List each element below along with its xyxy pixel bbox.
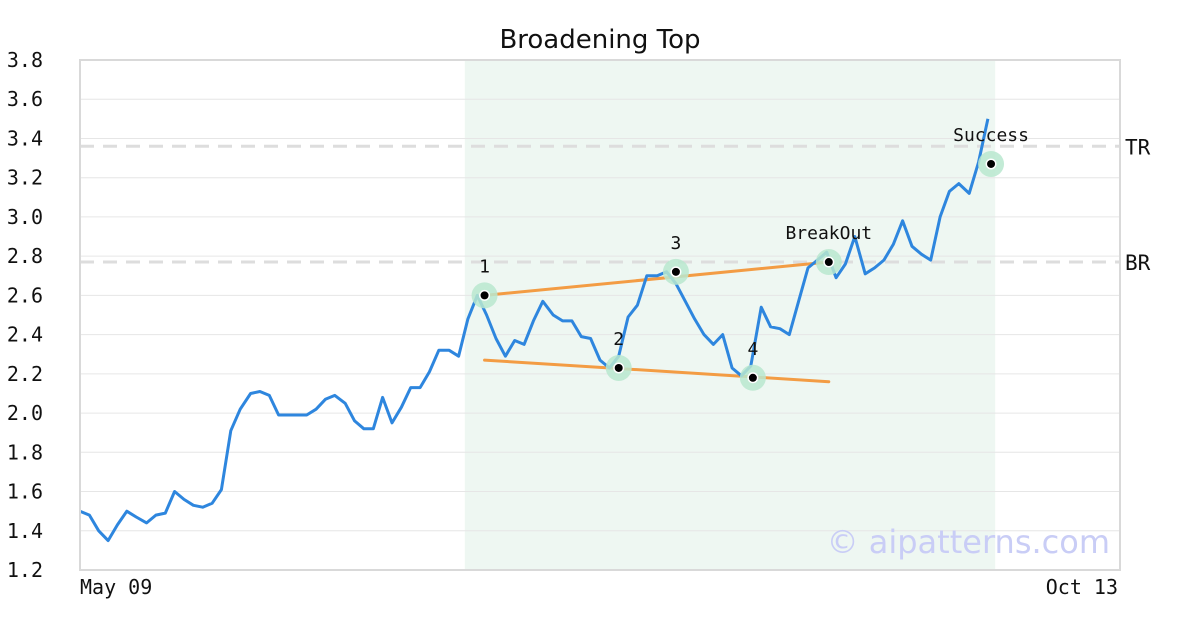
y-tick-label: 3.4 xyxy=(7,126,43,150)
marker-point-2 xyxy=(614,363,623,372)
chart-title: Broadening Top xyxy=(499,25,700,55)
y-tick-label: 2.0 xyxy=(7,401,43,425)
axes: 1.2 1.4 1.6 1.8 2.0 2.2 2.4 2.6 2.8 3.0 3.2 3.4 3.6 3… xyxy=(7,48,1121,582)
upper-trendline xyxy=(483,260,831,297)
y-tick-label: 1.6 xyxy=(7,480,43,504)
reference-label-tr: TR xyxy=(1125,135,1151,159)
annotation-label-1: 1 xyxy=(479,256,490,277)
lower-trendline xyxy=(483,358,831,384)
reference-lines: TR BR xyxy=(80,135,1151,275)
pattern-region xyxy=(464,60,996,570)
y-tick-label: 3.8 xyxy=(7,48,43,72)
y-tick-label: 1.2 xyxy=(7,558,43,582)
annotation-label-success: Success xyxy=(953,125,1029,146)
marker-point-3 xyxy=(671,267,680,276)
pattern-annotations: 1 2 3 4 BreakOut Success xyxy=(471,125,1029,391)
annotation-label-breakout: BreakOut xyxy=(785,223,872,244)
y-tick-label: 2.6 xyxy=(7,283,43,307)
marker-point-success xyxy=(987,159,996,168)
annotation-label-3: 3 xyxy=(670,233,681,254)
x-tick-end: Oct 13 xyxy=(1046,575,1118,599)
price-series xyxy=(79,118,990,543)
y-tick-label: 3.0 xyxy=(7,205,43,229)
y-tick-label: 2.4 xyxy=(7,323,43,347)
marker-point-breakout xyxy=(824,258,833,267)
annotation-label-4: 4 xyxy=(747,339,758,360)
y-tick-label: 3.2 xyxy=(7,166,43,190)
y-tick-label: 2.2 xyxy=(7,362,43,386)
watermark-text: © aipatterns.com xyxy=(827,523,1110,561)
price-line xyxy=(79,118,990,543)
y-tick-label: 3.6 xyxy=(7,87,43,111)
marker-point-4 xyxy=(748,373,757,382)
grid-layer xyxy=(80,59,1120,571)
y-tick-label: 1.8 xyxy=(7,440,43,464)
marker-point-1 xyxy=(480,291,489,300)
trendlines xyxy=(483,260,831,384)
x-tick-start: May 09 xyxy=(80,575,152,599)
reference-label-br: BR xyxy=(1125,251,1151,275)
y-tick-label: 1.4 xyxy=(7,519,43,543)
annotation-label-2: 2 xyxy=(613,329,624,350)
y-tick-label: 2.8 xyxy=(7,244,43,268)
plot-frame xyxy=(79,59,1121,571)
